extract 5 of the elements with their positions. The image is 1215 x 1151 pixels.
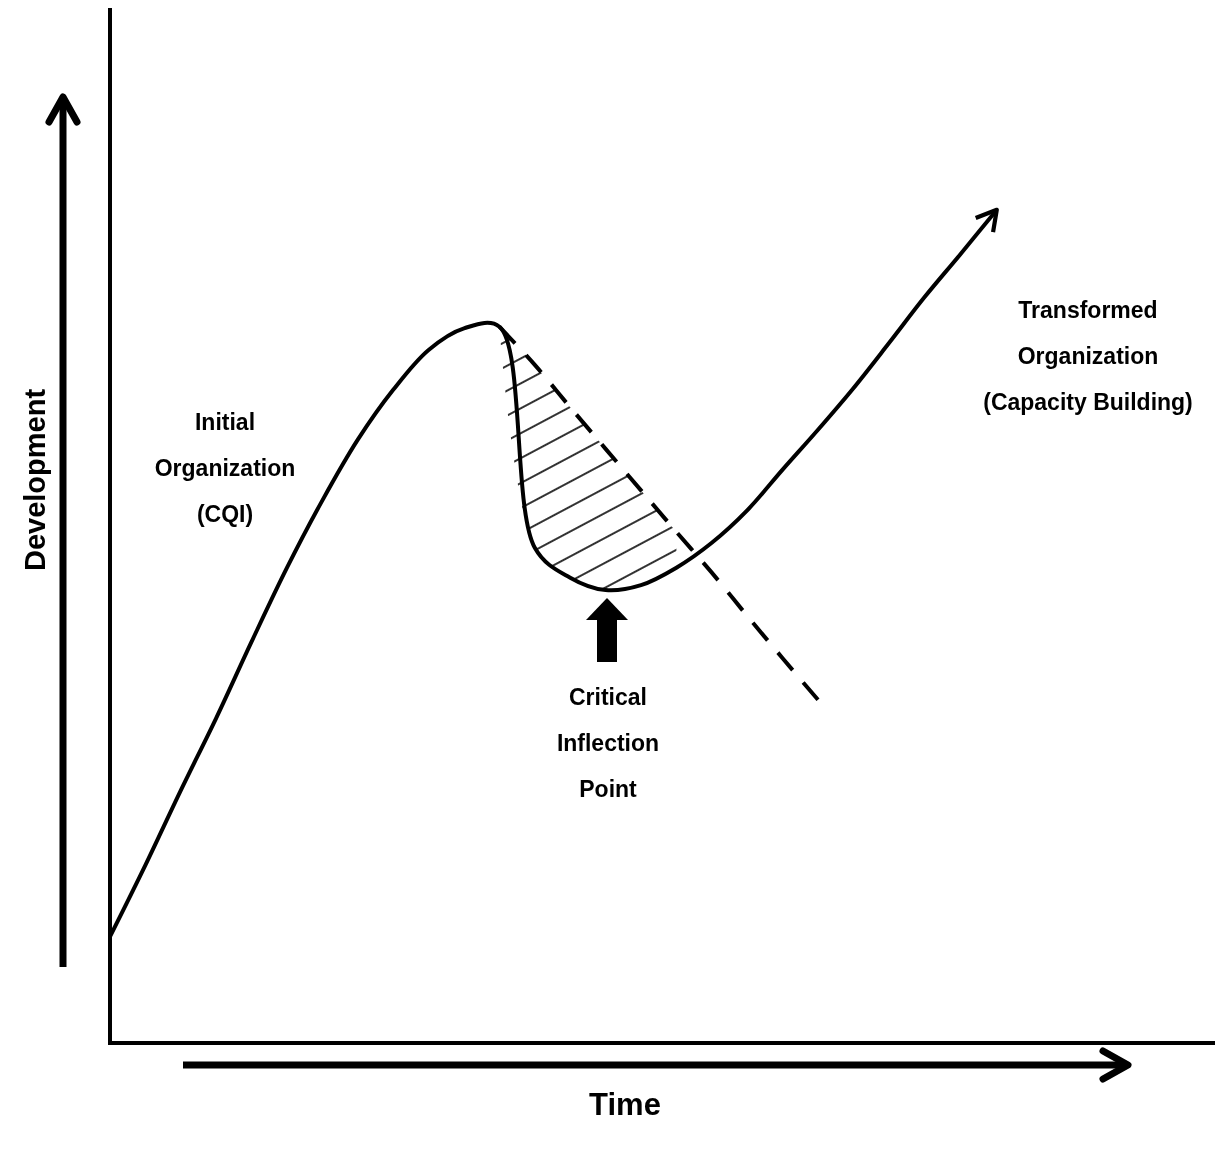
x-axis-title: Time bbox=[589, 1087, 661, 1122]
annotation: Initial Organization (CQI) bbox=[154, 409, 296, 527]
annotation: Transformed Organization (Capacity Building) bbox=[983, 297, 1193, 415]
annotation: Critical Inflection Point bbox=[556, 684, 660, 802]
y-axis-title: Development bbox=[19, 388, 51, 572]
